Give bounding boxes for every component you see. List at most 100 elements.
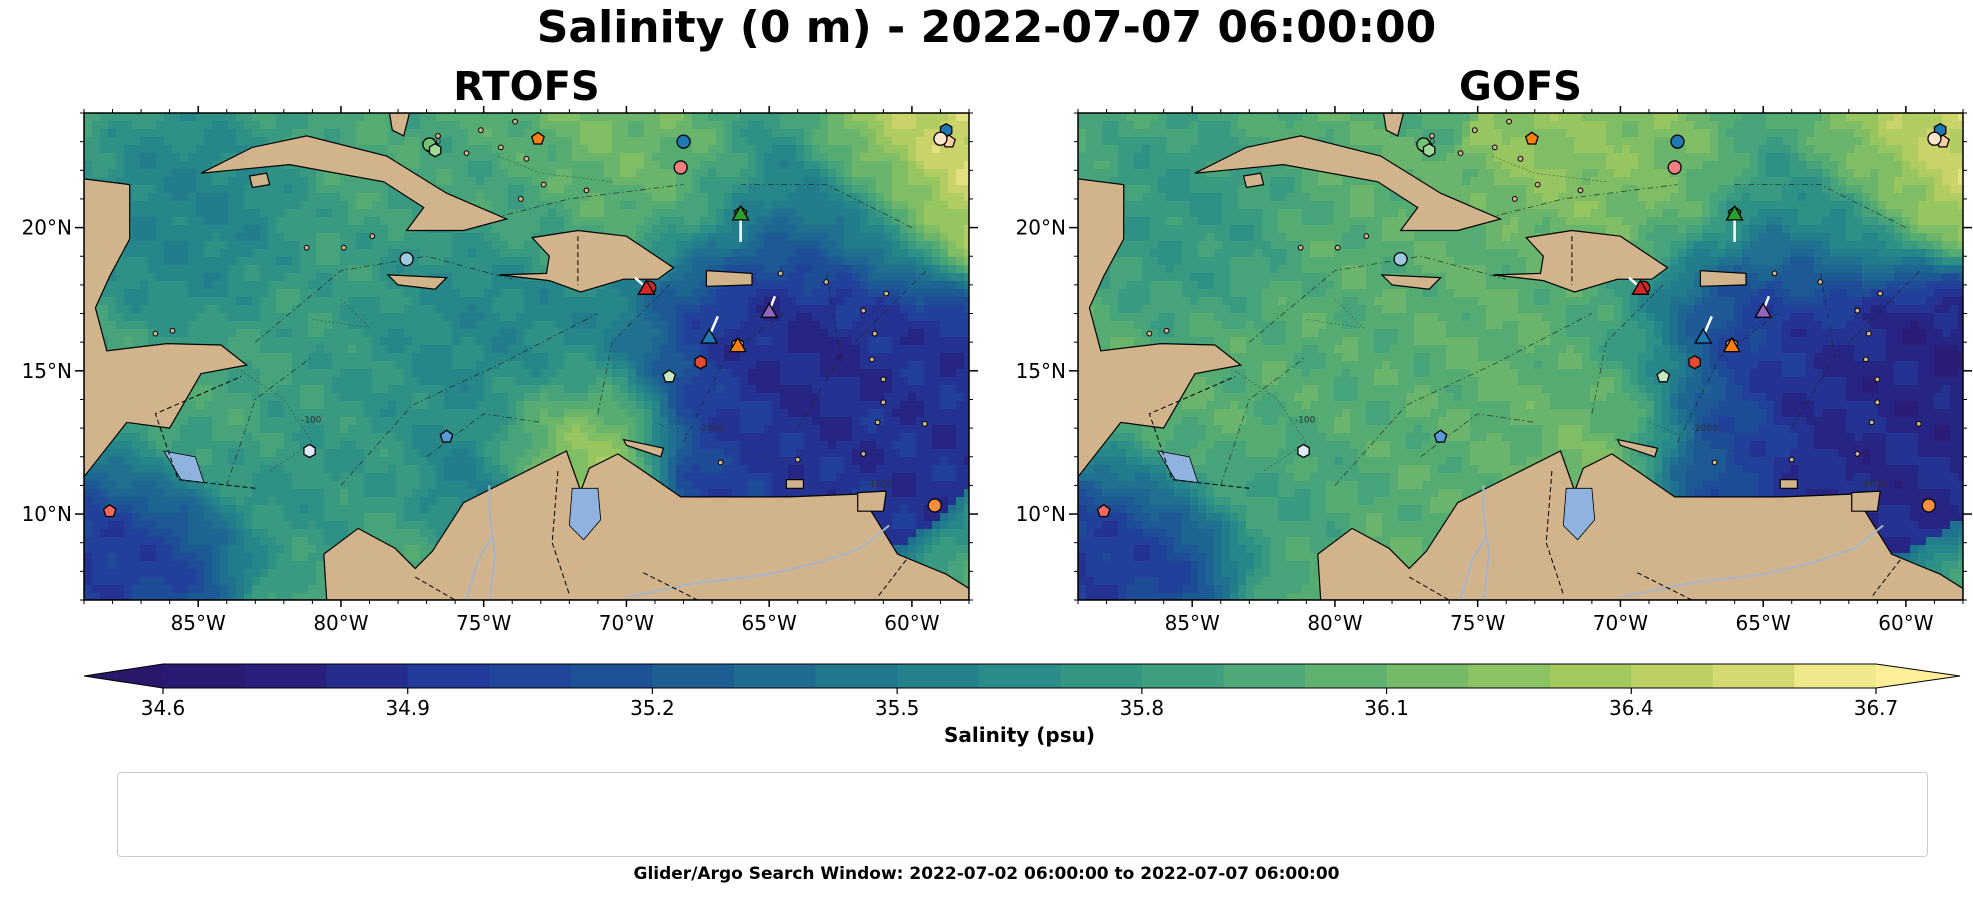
islet <box>1517 155 1524 162</box>
marker-5906437 <box>694 354 707 370</box>
observation-markers <box>1096 122 1950 518</box>
islet <box>823 279 830 285</box>
marker-4901720 <box>303 443 316 459</box>
hispaniola-land <box>499 229 675 293</box>
colorbar-bin <box>326 664 409 688</box>
colorbar-bin <box>1631 664 1714 688</box>
islet <box>1471 127 1478 134</box>
colorbar-bin <box>1794 664 1877 688</box>
contour-label: -100 <box>301 415 322 425</box>
country-borders <box>1148 236 1901 600</box>
islet <box>340 244 347 251</box>
eez-line <box>597 284 670 414</box>
contour-label: -2000 <box>1692 424 1718 434</box>
islet <box>1854 307 1861 314</box>
colorbar-bin <box>978 664 1061 688</box>
map-panel-rtofs: -100-100-2000-100085°W80°W75°W70°W65°W60… <box>22 106 978 635</box>
colorbar-label: Salinity (psu) <box>944 723 1095 747</box>
islet <box>435 133 441 139</box>
contour-line <box>1306 298 1365 329</box>
trinidad-land <box>1851 490 1881 512</box>
figure-title: Salinity (0 m) - 2022-07-07 06:00:00 <box>536 2 1437 53</box>
axes: 85°W 80°W 75°W 70°W 65°W 60°W 10°N 15°N 20°N <box>1016 106 1972 635</box>
marker-5906478 <box>1096 503 1111 518</box>
marker-SG667-20220629T1254 <box>1631 279 1650 295</box>
islet <box>169 327 176 334</box>
border-line <box>551 471 570 595</box>
colorbar-bin <box>163 664 246 688</box>
colorbar-extend-low <box>84 664 163 688</box>
x-tick-label: 65°W <box>1736 611 1791 635</box>
x-tick-label: 60°W <box>1878 611 1933 635</box>
marker-4903227 <box>927 498 942 513</box>
colorbar-tick-label: 34.6 <box>141 696 186 720</box>
bathymetry-contours <box>1234 155 1778 472</box>
marker-4903333 <box>428 142 442 158</box>
marker-4903333 <box>1422 142 1436 158</box>
islet <box>1429 133 1435 139</box>
islet <box>512 118 518 125</box>
marker-1902314 <box>1670 134 1685 149</box>
y-tick-label: 15°N <box>1016 359 1066 383</box>
islet <box>152 330 159 337</box>
cauca-river <box>1459 536 1488 600</box>
eez-line <box>255 255 513 343</box>
contour-line <box>312 298 371 329</box>
eez-line <box>1848 270 1921 343</box>
x-tick-label: 80°W <box>313 611 368 635</box>
marker-6901182 <box>673 160 688 175</box>
colorbar-tick-label: 34.9 <box>385 696 430 720</box>
map-frame <box>83 112 970 601</box>
islet <box>583 187 590 194</box>
colorbar-bin <box>652 664 735 688</box>
eez-line <box>226 356 313 486</box>
eez-line <box>1449 184 1678 228</box>
margarita-land <box>785 479 804 489</box>
colorbar-bin <box>570 664 654 688</box>
islet <box>477 127 484 134</box>
colorbar-tick-label: 35.2 <box>630 696 675 720</box>
colorbar-bin <box>244 664 327 688</box>
marker-4903344 <box>662 369 677 383</box>
eez-line <box>1791 270 1835 429</box>
contour-line <box>1648 422 1778 463</box>
map-area: -100-100-2000-1000 <box>84 113 969 600</box>
islet <box>1854 451 1861 457</box>
islet <box>794 456 801 463</box>
border-line <box>1545 471 1564 595</box>
marker-4903344 <box>1656 369 1671 383</box>
eez-line <box>340 313 599 486</box>
islet <box>1915 420 1922 427</box>
jamaica-land <box>1380 274 1442 290</box>
isle-of-youth-land <box>248 172 271 189</box>
contour-line <box>1234 370 1307 472</box>
islet <box>1711 459 1718 466</box>
colorbar-tick-label: 36.7 <box>1854 696 1899 720</box>
andros-land <box>388 113 411 137</box>
eez-line <box>1591 284 1664 414</box>
marker-4903244 <box>1927 131 1942 146</box>
islet <box>874 419 881 426</box>
marker-4901719 <box>399 251 414 267</box>
islet <box>1334 244 1341 251</box>
colorbar-tick-label: 36.4 <box>1609 696 1654 720</box>
islet <box>1457 150 1464 157</box>
eez-boundaries <box>1220 184 1921 486</box>
islet <box>369 233 376 240</box>
marker-SG635-20220622T1250 <box>728 336 747 353</box>
islet <box>523 155 530 162</box>
jamaica-land <box>386 274 448 290</box>
colorbar-bin <box>1305 664 1388 688</box>
islet <box>871 330 878 337</box>
magdalena-river <box>1482 485 1491 600</box>
bathymetry-contours <box>240 155 784 472</box>
land <box>1078 113 1963 600</box>
x-tick-label: 70°W <box>599 611 654 635</box>
islet <box>860 307 867 314</box>
islet <box>921 420 928 427</box>
y-tick-label: 10°N <box>1016 502 1066 526</box>
x-tick-label: 85°W <box>1165 611 1220 635</box>
land <box>84 113 969 600</box>
islet <box>1874 399 1881 406</box>
